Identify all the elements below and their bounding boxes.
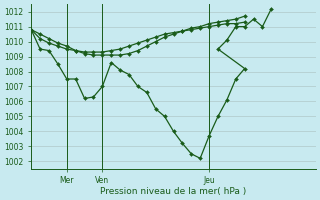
X-axis label: Pression niveau de la mer( hPa ): Pression niveau de la mer( hPa ) (100, 187, 247, 196)
